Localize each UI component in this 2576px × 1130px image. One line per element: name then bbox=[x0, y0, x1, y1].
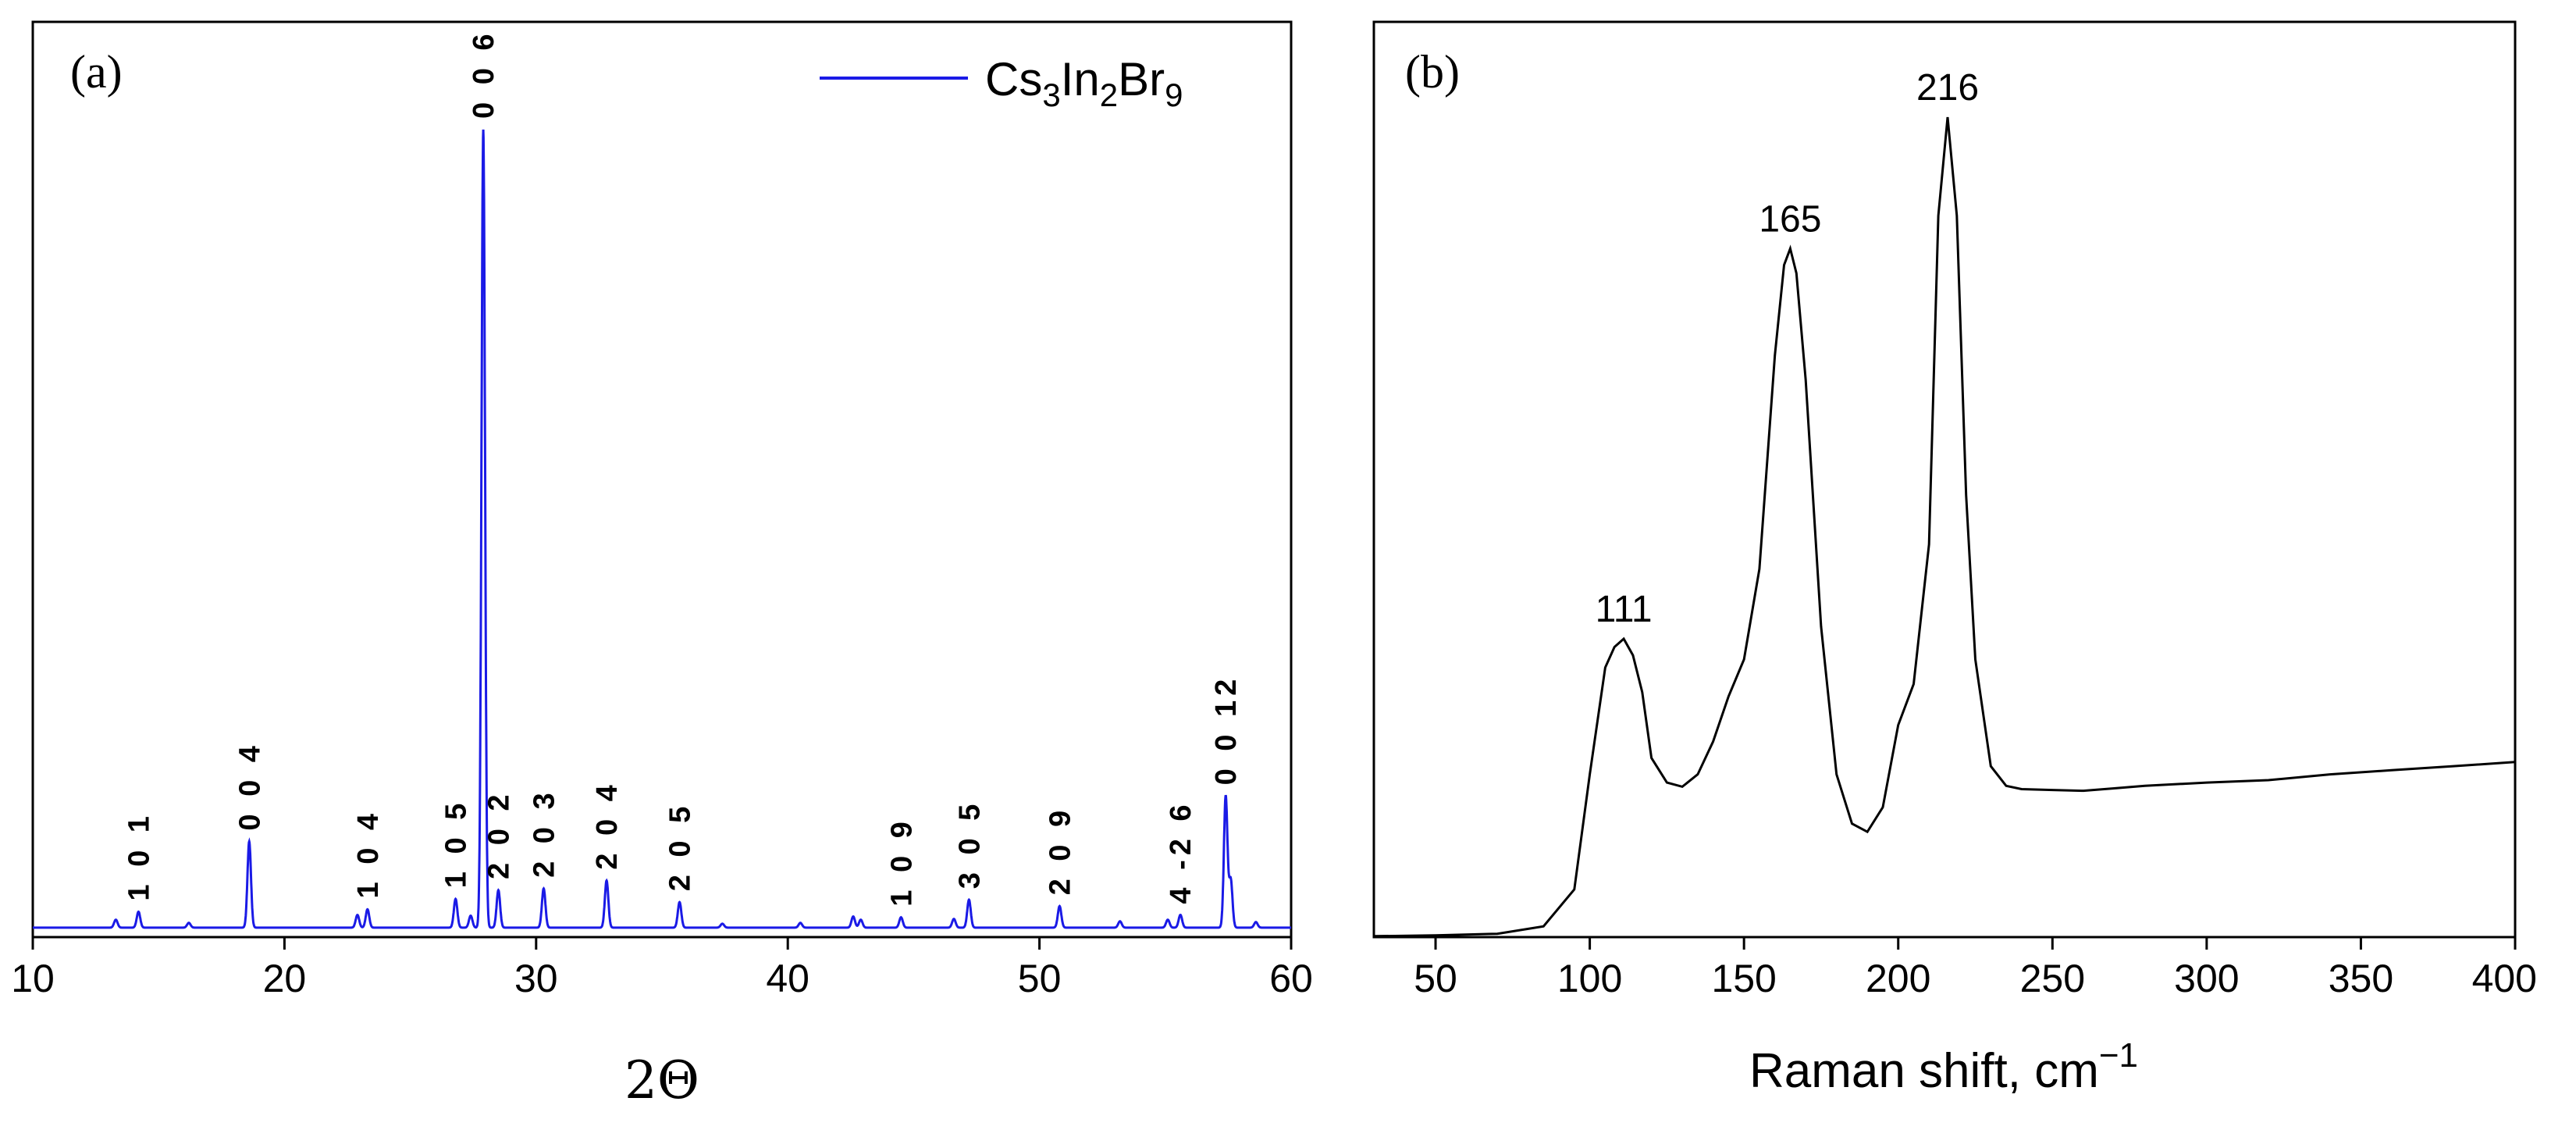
hkl-label: 2 0 4 bbox=[591, 780, 624, 870]
panel-label-a: (a) bbox=[70, 46, 123, 98]
x-axis-a: 10 20 30 40 50 60 bbox=[11, 937, 1313, 1000]
raman-series-line bbox=[1373, 116, 2516, 938]
hkl-label: 1 0 1 bbox=[123, 811, 155, 901]
hkl-label: 0 0 6 bbox=[468, 29, 500, 119]
x-tick-label-a: 20 bbox=[263, 957, 307, 1000]
x-tick-label-a: 50 bbox=[1018, 957, 1062, 1000]
x-tick-label-b: 50 bbox=[1414, 957, 1457, 1000]
x-tick-label-a: 60 bbox=[1269, 957, 1313, 1000]
xrd-series-line bbox=[33, 129, 1291, 929]
hkl-label: 0 0 12 bbox=[1210, 675, 1243, 786]
hkl-label: 2 0 3 bbox=[528, 788, 561, 878]
x-tick-label-b: 100 bbox=[1557, 957, 1622, 1000]
x-axis-b: 50 100 150 200 250 300 350 400 bbox=[1414, 937, 2537, 1000]
x-tick-label-a: 40 bbox=[766, 957, 809, 1000]
hkl-label: 2 0 5 bbox=[664, 802, 697, 892]
panel-b: 50 100 150 200 250 300 350 400 111 165 216 (b) Ra… bbox=[1372, 20, 2537, 1098]
raman-peak-label: 216 bbox=[1916, 67, 1979, 109]
x-tick-label-b: 400 bbox=[2472, 957, 2537, 1000]
x-tick-label-b: 250 bbox=[2020, 957, 2085, 1000]
legend-label: Cs3In2Br9 bbox=[985, 53, 1183, 113]
hkl-label: 1 0 4 bbox=[352, 809, 385, 899]
raman-peak-label: 165 bbox=[1759, 198, 1821, 240]
x-tick-label-b: 300 bbox=[2174, 957, 2239, 1000]
panel-label-b: (b) bbox=[1405, 46, 1460, 98]
x-tick-label-b: 200 bbox=[1866, 957, 1930, 1000]
hkl-label: 0 0 4 bbox=[233, 741, 266, 831]
x-tick-label-a: 30 bbox=[514, 957, 558, 1000]
hkl-label: 2 0 2 bbox=[482, 790, 515, 879]
hkl-label: 1 0 9 bbox=[885, 817, 918, 907]
x-tick-label-b: 150 bbox=[1711, 957, 1776, 1000]
raman-peak-labels: 111 165 216 bbox=[1596, 67, 1979, 630]
plot-frame-a bbox=[31, 20, 1293, 939]
x-tick-label-a: 10 bbox=[11, 957, 55, 1000]
raman-peak-label: 111 bbox=[1596, 589, 1653, 630]
hkl-label: 4 -2 6 bbox=[1165, 800, 1197, 904]
hkl-label: 2 0 9 bbox=[1044, 806, 1076, 896]
x-tick-label-b: 350 bbox=[2329, 957, 2393, 1000]
hkl-label: 3 0 5 bbox=[953, 800, 986, 889]
plot-frame-b bbox=[1372, 20, 2517, 939]
x-axis-label-a: 2Θ bbox=[624, 1050, 699, 1110]
x-axis-label-b: Raman shift, cm−1 bbox=[1749, 1036, 2138, 1098]
hkl-label: 1 0 5 bbox=[440, 799, 473, 889]
